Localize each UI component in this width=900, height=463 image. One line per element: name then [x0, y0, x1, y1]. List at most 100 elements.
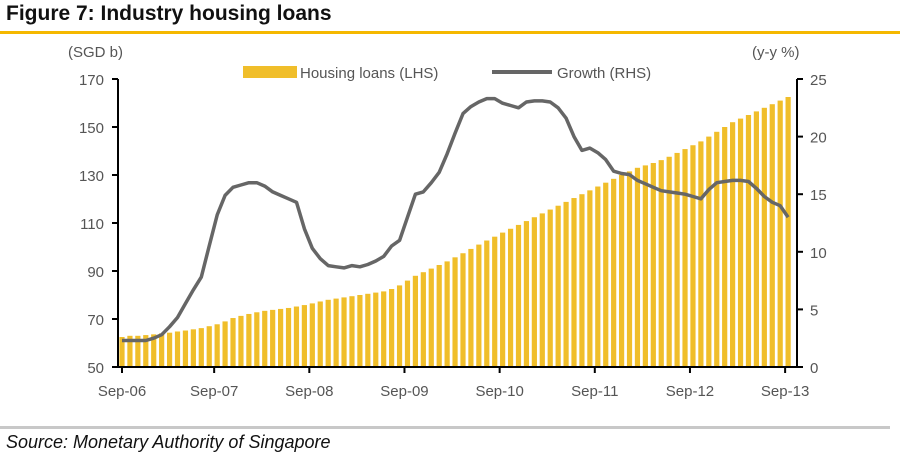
bar: [135, 335, 141, 367]
bar: [571, 198, 577, 367]
bar: [174, 331, 181, 367]
left-tick-label: 70: [87, 312, 104, 329]
bar: [357, 295, 363, 367]
bar: [603, 182, 609, 367]
bar: [626, 171, 633, 367]
bar: [143, 335, 149, 367]
bar: [650, 163, 656, 367]
x-tick-label: Sep-08: [285, 383, 333, 400]
bar: [285, 307, 292, 367]
left-tick-label: 130: [79, 168, 104, 185]
bar: [682, 149, 688, 367]
bar: [127, 335, 133, 367]
bar: [618, 175, 625, 367]
bar: [769, 104, 775, 367]
bar: [777, 100, 783, 367]
bar: [492, 236, 498, 367]
figure-title: Figure 7: Industry housing loans: [6, 2, 332, 25]
bar: [595, 186, 601, 367]
bar: [674, 152, 680, 367]
right-tick-label: 25: [810, 72, 827, 89]
x-tick-label: Sep-07: [190, 383, 238, 400]
bar: [690, 145, 696, 367]
bar: [159, 333, 165, 367]
left-tick-label: 150: [79, 120, 104, 137]
bar: [309, 303, 315, 367]
bar: [737, 118, 744, 367]
bar: [785, 97, 791, 367]
legend-label-growth: Growth (RHS): [557, 65, 651, 82]
right-tick-label: 20: [810, 130, 827, 147]
right-tick-label: 0: [810, 360, 818, 377]
bar: [325, 299, 331, 367]
x-tick-label: Sep-13: [761, 383, 809, 400]
bar: [341, 297, 347, 367]
bar: [452, 257, 458, 367]
bar: [222, 321, 228, 367]
right-tick-label: 15: [810, 187, 827, 204]
bar: [507, 228, 514, 367]
source-rule: [0, 426, 890, 429]
bar: [658, 160, 664, 367]
bar: [246, 313, 252, 367]
bar: [206, 326, 212, 367]
bar: [420, 272, 426, 367]
bar: [119, 337, 125, 367]
bar: [547, 209, 553, 367]
bar: [198, 328, 204, 367]
bar: [706, 136, 712, 367]
bar: [579, 194, 585, 367]
bar: [563, 201, 569, 367]
right-tick-label: 5: [810, 302, 818, 319]
bar: [270, 309, 276, 367]
left-axis-label: (SGD b): [68, 44, 123, 61]
bar: [190, 329, 196, 367]
left-tick-label: 170: [79, 72, 104, 89]
bar: [523, 221, 530, 367]
bar: [412, 275, 419, 367]
bar: [278, 308, 284, 367]
bar: [531, 217, 537, 367]
bar: [428, 268, 434, 367]
bar: [642, 165, 648, 367]
bar: [515, 224, 522, 367]
x-tick-label: Sep-06: [98, 383, 146, 400]
bar: [214, 324, 220, 367]
bar: [460, 253, 466, 367]
bar: [587, 190, 593, 367]
bar: [373, 292, 379, 367]
bar: [555, 205, 561, 367]
bar: [381, 291, 387, 367]
bar: [396, 285, 403, 367]
bar: [436, 265, 442, 367]
bar: [698, 141, 704, 367]
bar: [293, 306, 300, 367]
bar: [753, 111, 759, 368]
growth-line: [122, 96, 790, 343]
bar: [666, 156, 672, 367]
bar: [301, 305, 307, 367]
right-tick-label: 10: [810, 245, 827, 262]
x-tick-label: Sep-11: [571, 383, 618, 400]
bar: [317, 301, 323, 367]
bar: [468, 248, 474, 367]
legend-swatch-housing-loans: [243, 66, 297, 78]
left-tick-label: 90: [87, 264, 104, 281]
bar: [404, 280, 411, 367]
bar: [230, 318, 236, 367]
x-tick-label: Sep-09: [380, 383, 428, 400]
right-axis-label: (y-y %): [752, 44, 800, 61]
bar: [151, 334, 157, 367]
title-rule: [0, 31, 900, 34]
bar: [238, 315, 244, 367]
x-tick-label: Sep-12: [666, 383, 714, 400]
bar: [476, 244, 482, 367]
bar: [389, 289, 395, 367]
bar-series: [119, 97, 791, 368]
bar: [262, 310, 268, 367]
bar: [730, 122, 736, 367]
source-note: Source: Monetary Authority of Singapore: [6, 432, 331, 452]
bar: [349, 296, 355, 367]
bar: [500, 232, 506, 367]
